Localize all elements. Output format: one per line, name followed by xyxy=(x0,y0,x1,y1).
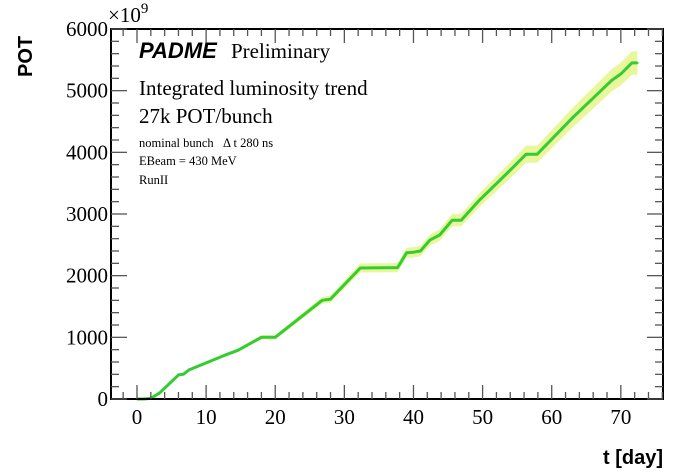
data-point xyxy=(187,368,190,372)
data-point xyxy=(451,219,454,222)
data-point xyxy=(158,391,161,394)
data-point xyxy=(405,251,408,254)
y-tick-label: 6000 xyxy=(66,17,108,41)
y-tick-labels: 0 1000 2000 3000 4000 5000 6000 xyxy=(66,17,108,411)
data-point xyxy=(396,266,399,269)
x-tick-label: 60 xyxy=(541,405,562,429)
data-point xyxy=(536,153,539,156)
brand-label: PADME xyxy=(139,38,218,63)
data-point xyxy=(428,238,432,242)
data-point xyxy=(223,354,226,357)
x-tick-label: 70 xyxy=(610,405,631,429)
data-point xyxy=(321,299,324,302)
y-multiplier: ×109 xyxy=(108,1,148,27)
data-point xyxy=(478,198,481,201)
legend-beam-energy: EBeam = 430 MeV xyxy=(139,154,237,168)
x-tick-label: 40 xyxy=(403,405,424,429)
data-point xyxy=(412,251,415,254)
y-tick-label: 2000 xyxy=(66,264,108,288)
x-tick-labels: 0 10 20 30 40 50 60 70 xyxy=(132,405,632,429)
y-tick-label: 0 xyxy=(98,387,109,411)
tick-layer xyxy=(111,28,663,400)
legend-pot-per-bunch: 27k POT/bunch xyxy=(139,104,273,128)
y-tick-label: 3000 xyxy=(66,202,108,226)
data-point xyxy=(359,266,362,270)
x-tick-label: 30 xyxy=(334,405,355,429)
data-point xyxy=(236,349,240,352)
data-point xyxy=(460,219,463,222)
y-multiplier-exponent: 9 xyxy=(141,1,149,17)
data-point xyxy=(329,297,332,301)
data-point xyxy=(571,116,574,120)
legend-title: Integrated luminosity trend xyxy=(139,76,368,100)
data-point xyxy=(524,153,528,156)
y-axis-title: POT xyxy=(15,36,37,77)
data-point xyxy=(419,249,422,253)
data-point xyxy=(260,336,263,339)
x-tick-label: 0 xyxy=(132,405,143,429)
data-point xyxy=(177,373,180,377)
x-tick-label: 20 xyxy=(265,405,286,429)
data-point xyxy=(619,72,622,76)
y-tick-label: 4000 xyxy=(66,140,108,164)
data-point xyxy=(636,61,639,65)
status-label: Preliminary xyxy=(231,39,331,63)
x-tick-label: 10 xyxy=(196,405,217,429)
data-point xyxy=(610,79,614,82)
data-point xyxy=(438,233,441,237)
y-tick-label: 5000 xyxy=(66,79,108,103)
data-point xyxy=(274,336,277,339)
data-point xyxy=(182,373,185,376)
x-axis-title: t [day] xyxy=(603,447,663,469)
data-point xyxy=(509,169,512,172)
x-tick-label: 50 xyxy=(472,405,493,429)
legend-run: RunII xyxy=(139,173,168,187)
data-point xyxy=(630,61,634,65)
y-tick-label: 1000 xyxy=(66,325,108,349)
legend-bunch-spacing: nominal bunch Δ t 280 ns xyxy=(139,136,273,150)
